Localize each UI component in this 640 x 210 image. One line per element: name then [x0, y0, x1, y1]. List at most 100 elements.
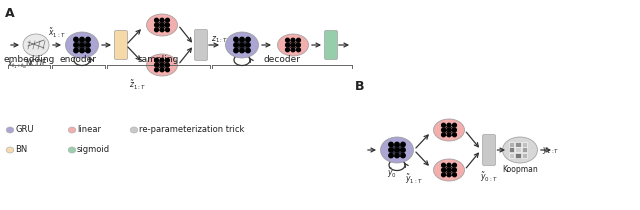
- Circle shape: [285, 48, 289, 52]
- Circle shape: [86, 37, 90, 42]
- Circle shape: [166, 63, 170, 67]
- Text: NCDE: NCDE: [25, 59, 47, 68]
- Circle shape: [452, 173, 456, 177]
- Circle shape: [155, 18, 159, 22]
- Text: $z_{1:T}$: $z_{1:T}$: [211, 35, 228, 45]
- Ellipse shape: [147, 14, 177, 36]
- Circle shape: [166, 58, 170, 62]
- Bar: [509, 153, 515, 158]
- Bar: [522, 147, 527, 152]
- Bar: [509, 147, 515, 152]
- Circle shape: [74, 37, 78, 42]
- Circle shape: [285, 43, 289, 47]
- Circle shape: [401, 142, 405, 147]
- Circle shape: [160, 63, 164, 67]
- Ellipse shape: [65, 32, 99, 58]
- Ellipse shape: [225, 32, 259, 58]
- Circle shape: [296, 48, 300, 52]
- Circle shape: [388, 153, 393, 158]
- Circle shape: [240, 43, 244, 47]
- Text: sampling: sampling: [138, 55, 179, 64]
- Circle shape: [442, 128, 445, 132]
- Circle shape: [74, 48, 78, 53]
- Bar: [522, 153, 527, 158]
- Circle shape: [155, 23, 159, 27]
- Ellipse shape: [6, 147, 13, 153]
- Circle shape: [166, 23, 170, 27]
- Text: A: A: [5, 7, 15, 20]
- Circle shape: [401, 148, 405, 152]
- Circle shape: [442, 123, 445, 127]
- Text: $\tilde{y}_0$: $\tilde{y}_0$: [387, 166, 397, 180]
- Circle shape: [401, 153, 405, 158]
- Circle shape: [246, 48, 250, 53]
- Circle shape: [74, 43, 78, 47]
- Circle shape: [447, 168, 451, 172]
- Text: re-parameterization trick: re-parameterization trick: [139, 126, 244, 134]
- Circle shape: [80, 37, 84, 42]
- Circle shape: [160, 28, 164, 32]
- Circle shape: [296, 43, 300, 47]
- Circle shape: [447, 173, 451, 177]
- Text: B: B: [355, 80, 365, 93]
- Circle shape: [80, 43, 84, 47]
- Circle shape: [234, 48, 238, 53]
- Circle shape: [166, 28, 170, 32]
- Text: linear: linear: [77, 126, 101, 134]
- Circle shape: [86, 43, 90, 47]
- Bar: [522, 142, 527, 147]
- Circle shape: [166, 68, 170, 72]
- Circle shape: [395, 148, 399, 152]
- Circle shape: [234, 43, 238, 47]
- Circle shape: [285, 38, 289, 42]
- Circle shape: [234, 37, 238, 42]
- Text: Koopman: Koopman: [502, 165, 538, 174]
- Text: decoder: decoder: [264, 55, 301, 64]
- Text: $\tilde{z}_{1:T}$: $\tilde{z}_{1:T}$: [129, 79, 147, 92]
- Text: $\tilde{y}_{1:T}$: $\tilde{y}_{1:T}$: [405, 172, 422, 186]
- Circle shape: [240, 37, 244, 42]
- Ellipse shape: [131, 127, 138, 133]
- Ellipse shape: [23, 34, 49, 56]
- Circle shape: [442, 168, 445, 172]
- Text: $x_{t_1:t_N}$: $x_{t_1:t_N}$: [7, 59, 27, 71]
- FancyBboxPatch shape: [195, 29, 207, 60]
- FancyBboxPatch shape: [483, 134, 495, 165]
- Ellipse shape: [433, 119, 465, 141]
- Circle shape: [442, 133, 445, 137]
- Circle shape: [155, 63, 159, 67]
- Circle shape: [395, 153, 399, 158]
- Ellipse shape: [502, 137, 538, 163]
- Circle shape: [291, 48, 295, 52]
- Bar: [515, 142, 521, 147]
- Ellipse shape: [6, 127, 13, 133]
- Circle shape: [160, 68, 164, 72]
- Circle shape: [240, 48, 244, 53]
- Circle shape: [160, 18, 164, 22]
- Ellipse shape: [278, 34, 308, 56]
- Text: sigmoid: sigmoid: [77, 146, 110, 155]
- Circle shape: [80, 48, 84, 53]
- Circle shape: [447, 128, 451, 132]
- Circle shape: [452, 133, 456, 137]
- Circle shape: [447, 123, 451, 127]
- Circle shape: [296, 38, 300, 42]
- FancyBboxPatch shape: [324, 30, 337, 59]
- Ellipse shape: [381, 137, 413, 163]
- Circle shape: [395, 142, 399, 147]
- Ellipse shape: [433, 159, 465, 181]
- Circle shape: [246, 43, 250, 47]
- Circle shape: [155, 68, 159, 72]
- Circle shape: [452, 163, 456, 167]
- Ellipse shape: [68, 147, 76, 153]
- Circle shape: [442, 163, 445, 167]
- Text: GRU: GRU: [15, 126, 33, 134]
- FancyBboxPatch shape: [115, 30, 127, 59]
- Circle shape: [452, 168, 456, 172]
- Bar: [515, 153, 521, 158]
- Text: BN: BN: [15, 146, 28, 155]
- Ellipse shape: [147, 54, 177, 76]
- Circle shape: [291, 43, 295, 47]
- Bar: [509, 142, 515, 147]
- Circle shape: [291, 38, 295, 42]
